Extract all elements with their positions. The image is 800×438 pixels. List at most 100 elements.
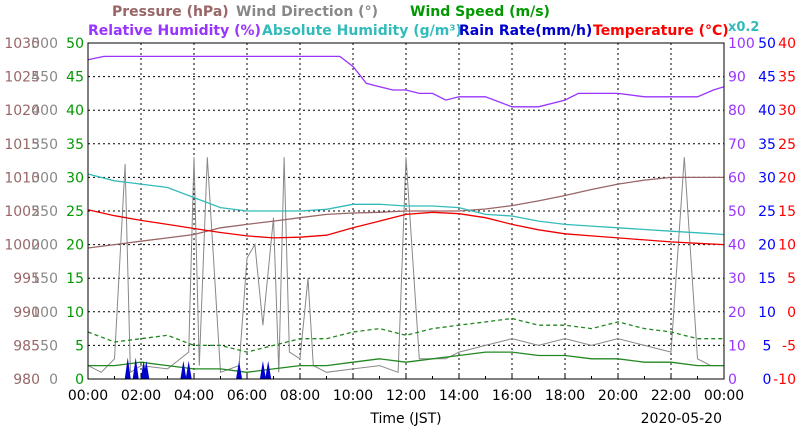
rain-tick-label: 0 <box>763 372 772 388</box>
chart-date: 2020-05-20 <box>641 411 722 427</box>
x-tick-label: 14:00 <box>439 388 479 404</box>
humidity-tick-label: 100 <box>728 36 755 52</box>
legend-temperature: Temperature (°C) <box>593 23 729 39</box>
x-tick-label: 00:00 <box>704 388 744 404</box>
temperature-tick-label: 30 <box>778 103 796 119</box>
pressure-tick-label: 1025 <box>4 70 40 86</box>
wind_dir-tick-label: 450 <box>31 70 58 86</box>
pressure-tick-label: 1030 <box>4 36 40 52</box>
rain-rate-bar <box>143 360 150 379</box>
x-tick-label: 18:00 <box>545 388 585 404</box>
rain-rate-bar <box>185 360 192 379</box>
x-tick-label: 00:00 <box>68 388 108 404</box>
legend-absolute-humidity: Absolute Humidity (g/m³) <box>262 23 462 39</box>
rain-tick-label: 10 <box>758 305 776 321</box>
rain-tick-label: 45 <box>758 70 776 86</box>
wind_speed-tick-label: 5 <box>75 338 84 354</box>
x-tick-label: 02:00 <box>121 388 161 404</box>
pressure-tick-label: 995 <box>13 271 40 287</box>
wind_dir-tick-label: 0 <box>49 372 58 388</box>
rain-rate-bar <box>132 357 139 379</box>
x-tick-label: 10:00 <box>333 388 373 404</box>
temperature-tick-label: 20 <box>778 170 796 186</box>
temperature-tick-label: 0 <box>787 305 796 321</box>
x-tick-label: 22:00 <box>651 388 691 404</box>
wind_dir-tick-label: 150 <box>31 271 58 287</box>
wind_speed-tick-label: 20 <box>66 238 84 254</box>
humidity-tick-label: 60 <box>728 170 746 186</box>
wind_dir-tick-label: 50 <box>40 338 58 354</box>
series-wind-speed-gust-m-s <box>87 317 724 353</box>
wind_speed-tick-label: 45 <box>66 70 84 86</box>
rain-rate-bar <box>124 357 131 379</box>
wind_dir-tick-label: 400 <box>31 103 58 119</box>
temperature-tick-label: 10 <box>778 238 796 254</box>
legend-wind-direction: Wind Direction (°) <box>236 4 378 20</box>
rain-rate-bar <box>236 360 243 379</box>
humidity-tick-label: 30 <box>728 271 746 287</box>
x-tick-label: 04:00 <box>174 388 214 404</box>
pressure-tick-label: 980 <box>13 372 40 388</box>
rain-rate-bar <box>180 360 187 379</box>
temperature-tick-label: 25 <box>778 137 796 153</box>
pressure-tick-label: 1015 <box>4 137 40 153</box>
wind_speed-tick-label: 0 <box>75 372 84 388</box>
legend-abs-humidity-scale: x0.2 <box>728 20 759 35</box>
series-relative-humidity <box>87 55 725 108</box>
x-axis-title: Time (JST) <box>369 411 441 427</box>
x-tick-label: 12:00 <box>386 388 426 404</box>
wind_speed-tick-label: 40 <box>66 103 84 119</box>
series-temperature-c <box>87 209 725 246</box>
wind_dir-tick-label: 100 <box>31 305 58 321</box>
series-wind-direction <box>87 157 724 374</box>
humidity-tick-label: 40 <box>728 238 746 254</box>
temperature-tick-label: -5 <box>782 338 796 354</box>
series-pressure-hpa <box>87 176 724 249</box>
wind_dir-tick-label: 250 <box>31 204 58 220</box>
series-absolute-humidity-g-m <box>87 173 725 236</box>
humidity-tick-label: 90 <box>728 70 746 86</box>
wind_dir-tick-label: 350 <box>31 137 58 153</box>
wind_speed-tick-label: 30 <box>66 170 84 186</box>
rain-tick-label: 5 <box>763 338 772 354</box>
pressure-tick-label: 1020 <box>4 103 40 119</box>
pressure-tick-label: 1005 <box>4 204 40 220</box>
legend-relative-humidity: Relative Humidity (%) <box>88 23 261 39</box>
rain-tick-label: 30 <box>758 170 776 186</box>
rain-rate-bar <box>265 360 272 379</box>
pressure-tick-label: 990 <box>13 305 40 321</box>
wind_speed-tick-label: 25 <box>66 204 84 220</box>
legend-rain-rate: Rain Rate(mm/h) <box>459 23 592 39</box>
rain-tick-label: 50 <box>758 36 776 52</box>
wind_speed-tick-label: 10 <box>66 305 84 321</box>
wind_dir-tick-label: 500 <box>31 36 58 52</box>
legend-pressure: Pressure (hPa) <box>112 4 229 20</box>
humidity-tick-label: 10 <box>728 338 746 354</box>
plot-frame <box>87 42 725 380</box>
legend-wind-speed: Wind Speed (m/s) <box>410 4 550 20</box>
pressure-tick-label: 1010 <box>4 170 40 186</box>
temperature-tick-label: 15 <box>778 204 796 220</box>
x-tick-label: 16:00 <box>492 388 532 404</box>
humidity-tick-label: 50 <box>728 204 746 220</box>
humidity-tick-label: 80 <box>728 103 746 119</box>
wind_speed-tick-label: 50 <box>66 36 84 52</box>
rain-rate-bar <box>259 360 266 379</box>
x-tick-label: 06:00 <box>227 388 267 404</box>
wind_speed-tick-label: 35 <box>66 137 84 153</box>
pressure-tick-label: 1000 <box>4 238 40 254</box>
rain-tick-label: 15 <box>758 271 776 287</box>
humidity-tick-label: 70 <box>728 137 746 153</box>
humidity-tick-label: 20 <box>728 305 746 321</box>
temperature-tick-label: 35 <box>778 70 796 86</box>
rain-tick-label: 20 <box>758 238 776 254</box>
series-wind-speed-m-s <box>88 351 724 373</box>
wind_speed-tick-label: 15 <box>66 271 84 287</box>
wind_dir-tick-label: 300 <box>31 170 58 186</box>
rain-tick-label: 35 <box>758 137 776 153</box>
temperature-tick-label: -10 <box>773 372 796 388</box>
x-tick-label: 20:00 <box>598 388 638 404</box>
wind_dir-tick-label: 200 <box>31 238 58 254</box>
temperature-tick-label: 5 <box>787 271 796 287</box>
